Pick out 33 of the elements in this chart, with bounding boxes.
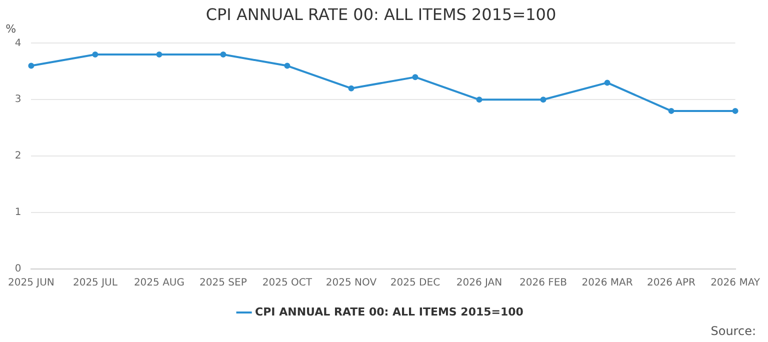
x-tick-label: 2025 NOV [326, 278, 377, 289]
point [28, 62, 34, 69]
x-tick-label: 2025 JUN [8, 278, 54, 289]
point [412, 74, 418, 80]
x-tick-label: 2025 DEC [390, 278, 440, 289]
x-tick-label: 2026 MAY [710, 278, 761, 289]
point [476, 96, 482, 103]
chart-title: CPI ANNUAL RATE 00: ALL ITEMS 2015=100 [206, 4, 556, 24]
x-tick-label: 2026 MAR [582, 278, 633, 289]
point [284, 62, 290, 69]
point [348, 85, 354, 92]
x-tick-label: 2026 FEB [519, 278, 568, 289]
x-tick-label: 2025 JUL [72, 278, 118, 289]
x-tick-label: 2025 SEP [200, 278, 247, 289]
legend-label: CPI ANNUAL RATE 00: ALL ITEMS 2015=100 [255, 305, 524, 318]
y-tick-label: 3 [14, 94, 22, 106]
y-tick-label: 4 [14, 38, 22, 49]
point [732, 108, 738, 114]
point [92, 51, 98, 58]
x-tick-label: 2025 OCT [262, 278, 313, 289]
point [540, 96, 546, 103]
point [668, 108, 674, 114]
point [156, 51, 162, 58]
y-tick-label: 2 [14, 150, 22, 162]
point [220, 51, 226, 58]
point [604, 80, 610, 86]
x-tick-label: 2026 JAN [456, 278, 502, 289]
y-tick-label: 1 [14, 207, 22, 218]
y-axis-title: % [6, 22, 16, 36]
source-note: Source: [710, 324, 756, 338]
x-tick-label: 2025 AUG [134, 278, 184, 289]
x-tick-label: 2026 APR [647, 278, 696, 289]
y-tick-label: 0 [14, 264, 22, 275]
